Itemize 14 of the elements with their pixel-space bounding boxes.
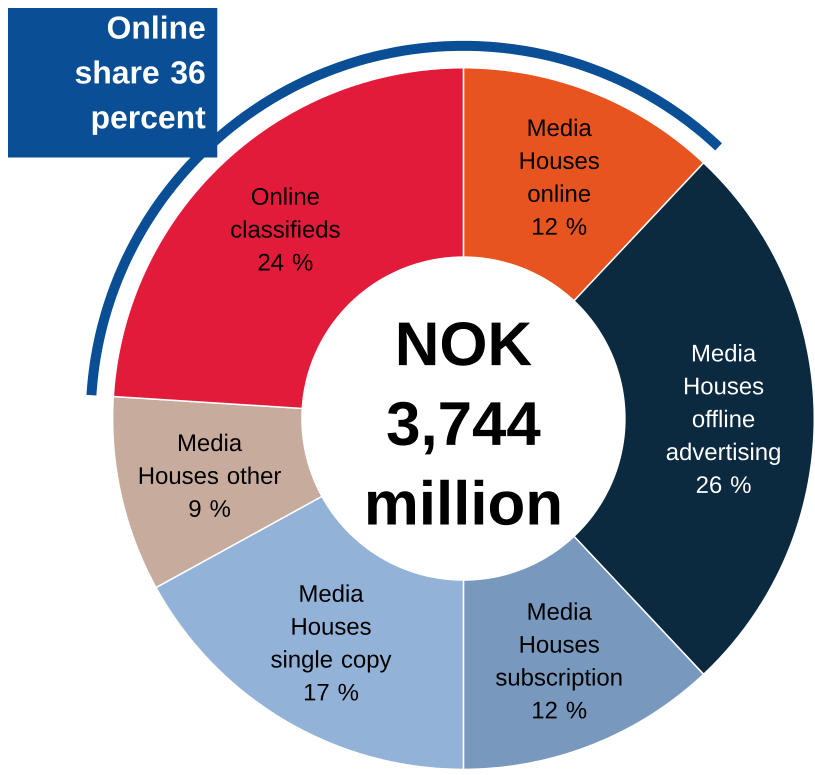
data-label: 9 % [189, 500, 230, 517]
slice-label: Media Houses other [140, 433, 281, 484]
slice-label: Media Houses offline advertising [666, 344, 780, 465]
data-label: 24 % [258, 254, 312, 270]
data-label: 12 % [533, 218, 586, 235]
data-label: 26 % [696, 476, 751, 493]
data-label: 12 % [533, 701, 586, 718]
slice-label: Online classifieds [231, 187, 340, 238]
chart-title: Online share 36 percent [76, 15, 206, 135]
text: NOK 3,744 million [368, 322, 560, 525]
slice-label: Media Houses subscription [496, 602, 622, 690]
slice-label: Media Houses single copy [271, 584, 392, 672]
data-label: 17 % [304, 684, 358, 700]
slice-label: Media Houses online [520, 118, 599, 202]
